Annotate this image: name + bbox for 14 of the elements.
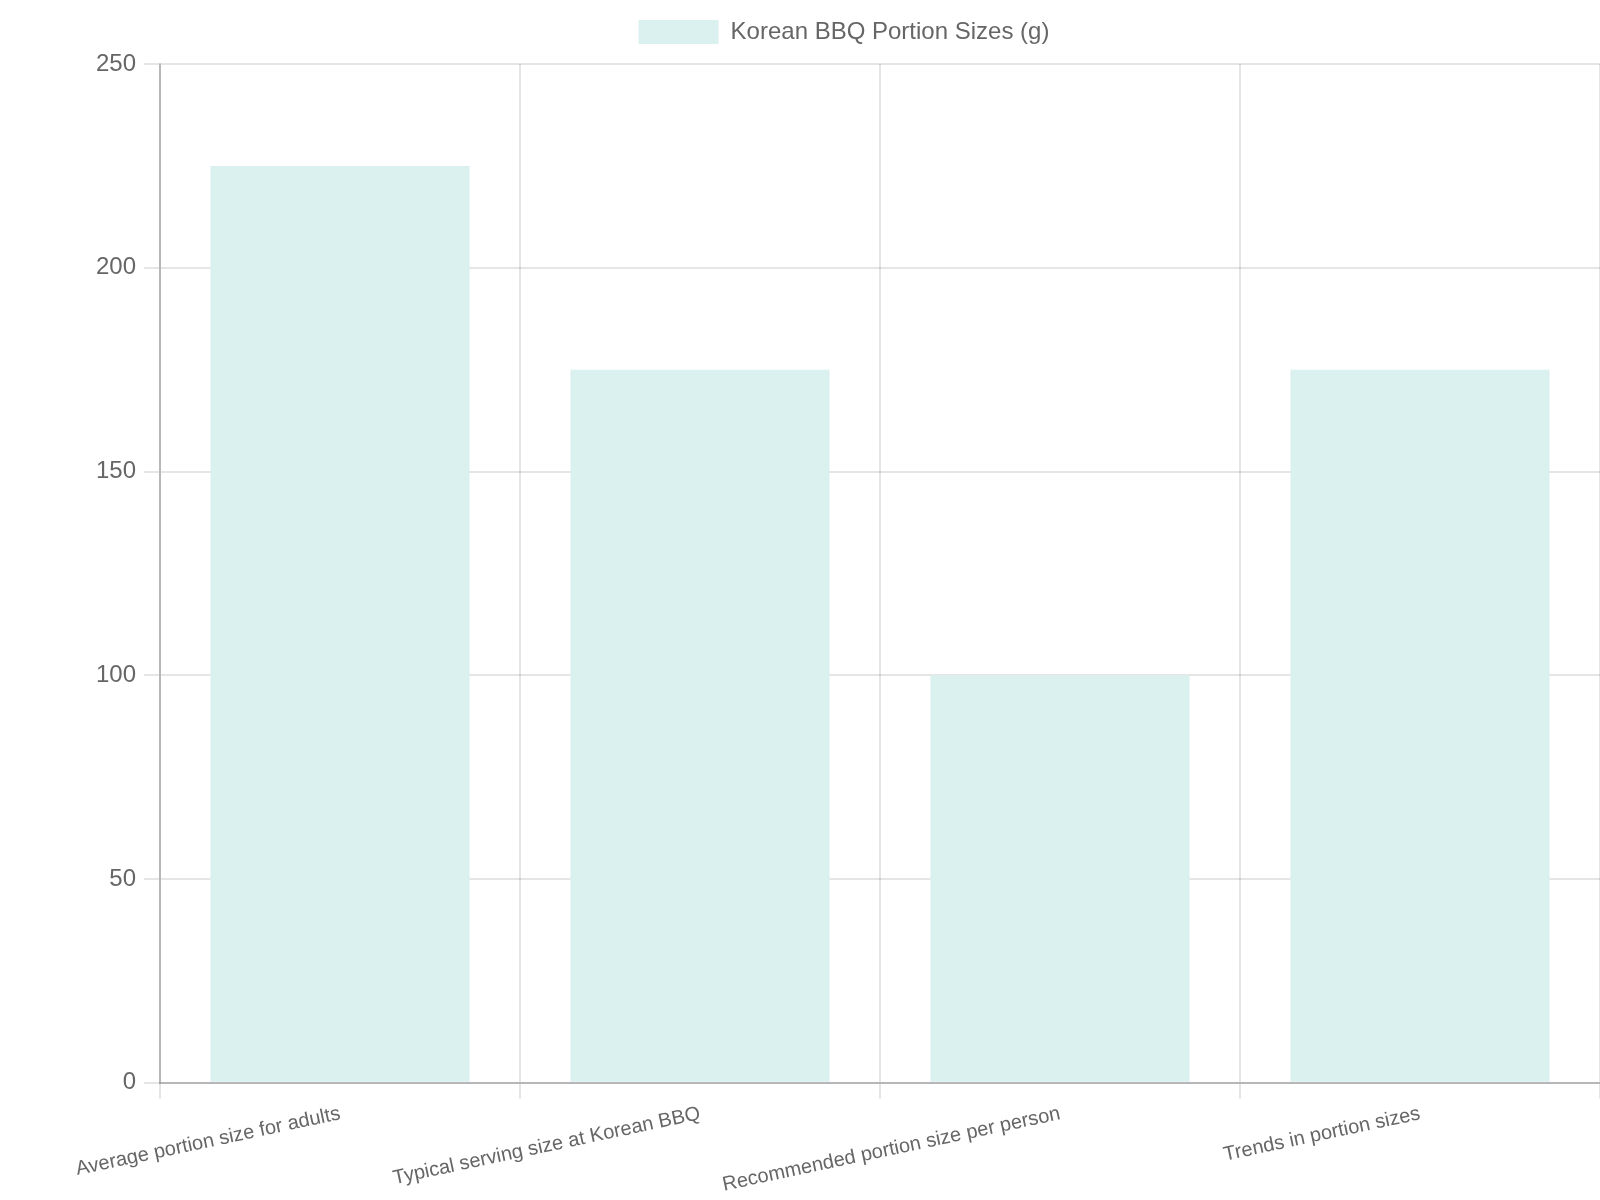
y-tick-label: 150 (96, 456, 137, 484)
x-tick-label: Typical serving size at Korean BBQ (390, 1101, 703, 1189)
bar (210, 165, 470, 1082)
y-tick-label: 50 (109, 863, 137, 891)
y-tick-label: 250 (96, 48, 137, 76)
y-tick-label: 0 (122, 1067, 137, 1095)
legend-label: Korean BBQ Portion Sizes (g) (730, 16, 1050, 44)
x-tick-label: Trends in portion sizes (1221, 1101, 1422, 1165)
bar (930, 675, 1190, 1082)
y-tick-label: 100 (96, 659, 137, 687)
bar (1290, 369, 1550, 1082)
x-tick-label: Average portion size for adults (73, 1101, 343, 1180)
y-tick-label: 200 (96, 252, 137, 280)
bar (570, 369, 830, 1082)
